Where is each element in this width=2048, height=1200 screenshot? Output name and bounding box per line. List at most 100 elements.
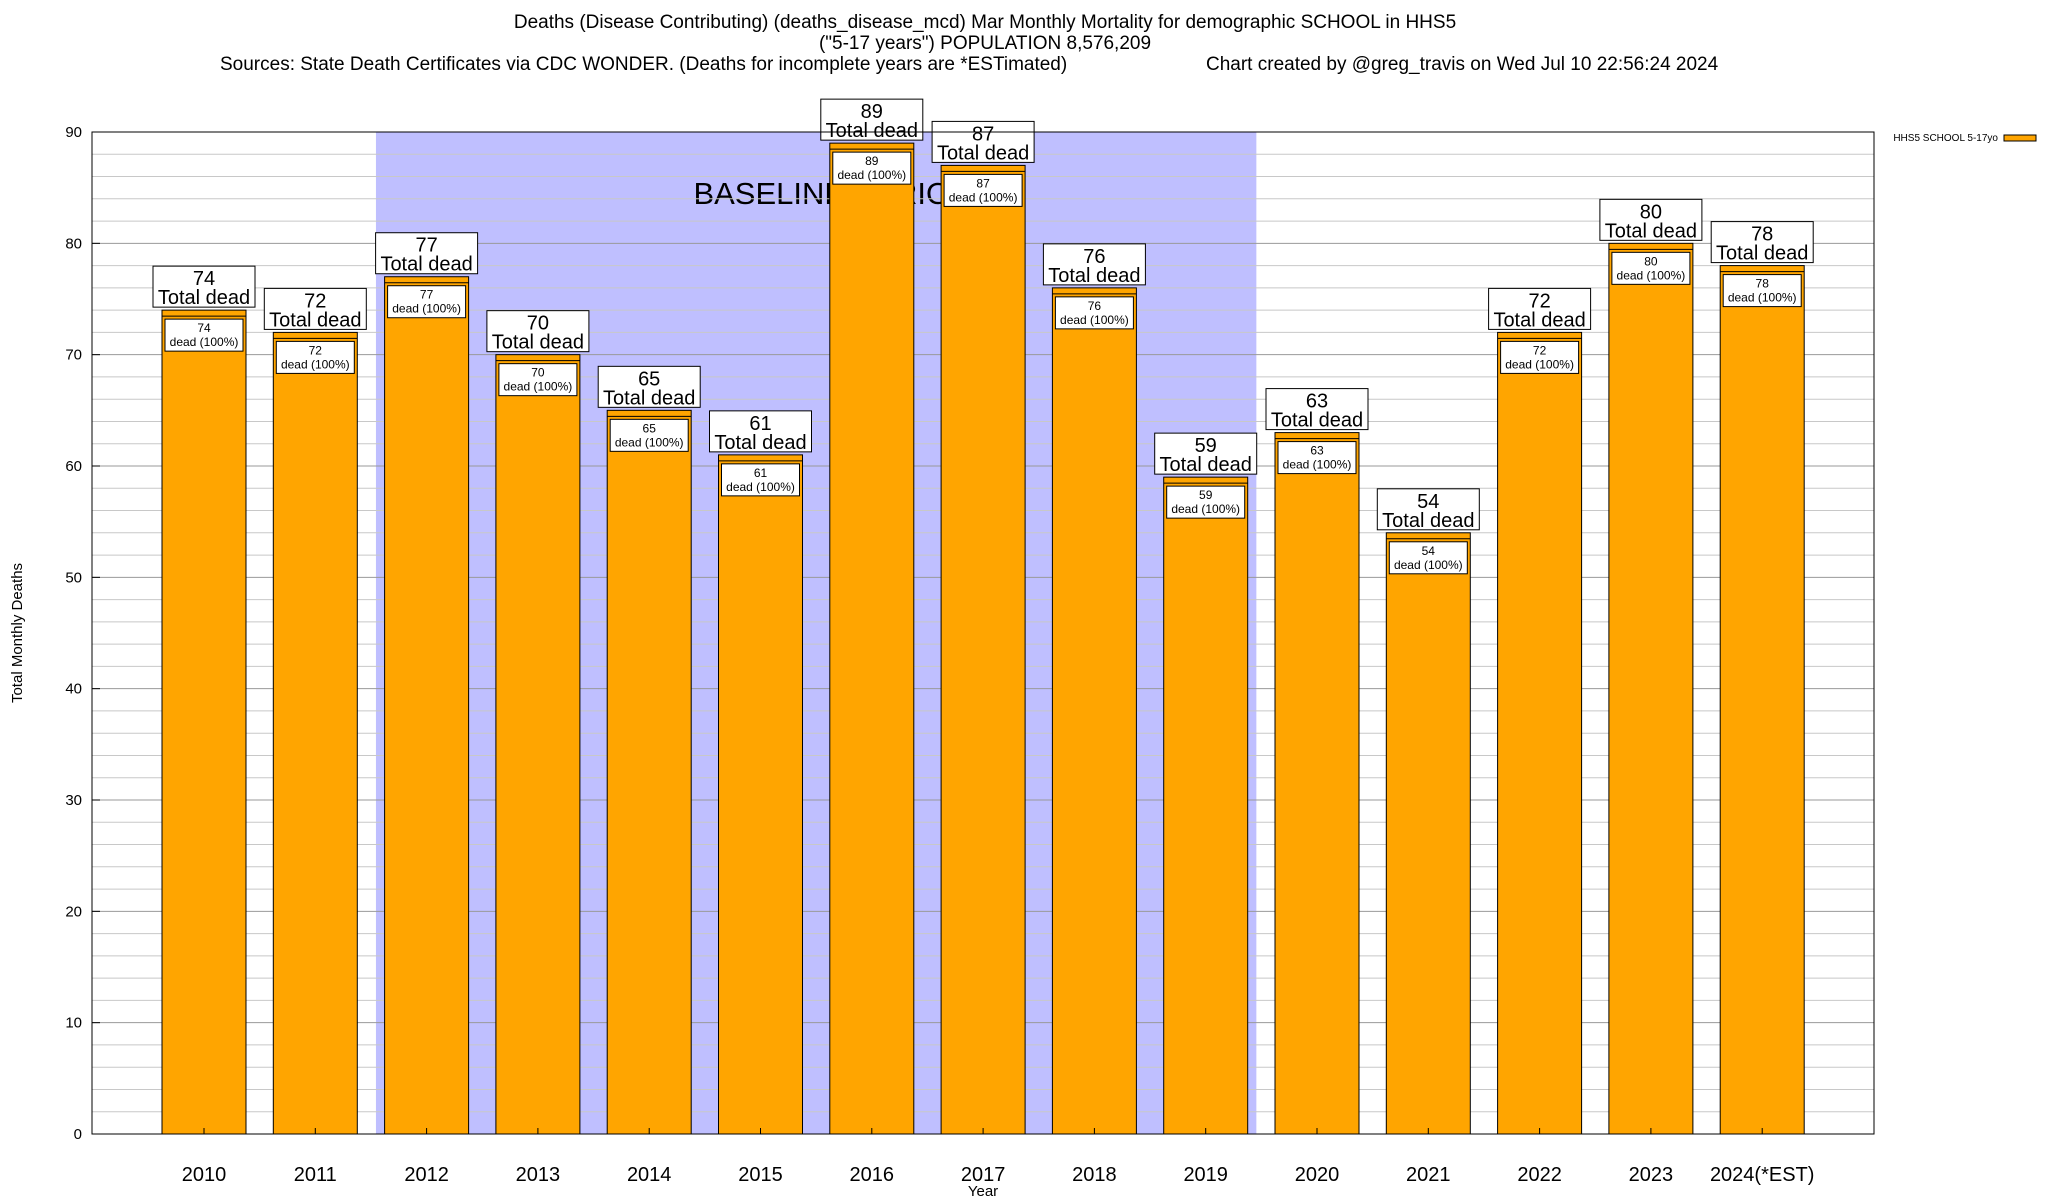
y-tick-label: 30 — [65, 792, 82, 809]
top-label-value: 76 — [1083, 246, 1105, 268]
top-label-box — [486, 310, 590, 353]
y-tick-label: 40 — [65, 681, 82, 698]
top-label-value: 54 — [1417, 491, 1439, 513]
top-label-box — [709, 410, 812, 453]
inner-label-box — [609, 418, 689, 452]
inner-label-text: dead (100%) — [1617, 268, 1686, 282]
inner-label-text: dead (100%) — [281, 357, 350, 371]
bar-2023 — [1608, 242, 1694, 1135]
bar-2012 — [384, 276, 470, 1135]
top-label-text: Total dead — [714, 432, 806, 454]
top-label-box — [375, 232, 479, 275]
x-tick-label: 2019 — [1183, 1164, 1228, 1186]
x-tick-label: 2010 — [182, 1164, 227, 1186]
top-label-text: Total dead — [269, 309, 361, 331]
inner-label-box — [387, 285, 467, 319]
top-label-text: Total dead — [1605, 220, 1697, 242]
top-label-value: 77 — [415, 235, 437, 257]
y-tick-label: 90 — [65, 124, 82, 141]
top-label-text: Total dead — [1382, 510, 1474, 532]
title-line-1: Deaths (Disease Contributing) (deaths_di… — [513, 12, 1457, 33]
top-label-box — [152, 265, 256, 308]
plot-frame — [91, 131, 1875, 1135]
x-tick-label: 2015 — [738, 1164, 783, 1186]
top-label-value: 87 — [972, 123, 994, 145]
top-label-value: 89 — [861, 101, 883, 123]
y-axis-title: Total Monthly Deaths — [9, 563, 26, 703]
x-tick-label: 2014 — [627, 1164, 672, 1186]
top-label-box — [263, 287, 367, 330]
x-tick-label: 2024(*EST) — [1710, 1164, 1815, 1186]
bar-2018 — [1051, 287, 1137, 1135]
top-label-text: Total dead — [1048, 265, 1140, 287]
bar-2014 — [606, 409, 692, 1135]
top-label-box — [1710, 221, 1814, 264]
y-tick-label: 20 — [65, 903, 82, 920]
inner-label-value: 77 — [420, 288, 434, 302]
chart-title: Deaths (Disease Contributing) (deaths_di… — [0, 12, 1970, 54]
inner-label-box — [1722, 274, 1802, 308]
inner-label-value: 78 — [1756, 277, 1770, 291]
top-label-box — [597, 365, 701, 408]
inner-label-text: dead (100%) — [1394, 558, 1463, 572]
top-label-value: 63 — [1306, 391, 1328, 413]
inner-label-box — [498, 363, 578, 397]
inner-label-value: 80 — [1644, 254, 1658, 268]
top-label-value: 70 — [527, 313, 549, 335]
inner-label-text: dead (100%) — [392, 302, 461, 316]
top-label-text: Total dead — [603, 387, 695, 409]
bar-2017 — [940, 164, 1026, 1135]
inner-label-text: dead (100%) — [1060, 313, 1129, 327]
sources-note: Sources: State Death Certificates via CD… — [220, 54, 1068, 75]
x-tick-label: 2016 — [850, 1164, 895, 1186]
inner-label-value: 74 — [197, 321, 211, 335]
chart-credit: Chart created by @greg_travis on Wed Jul… — [1206, 54, 1719, 75]
inner-label-box — [832, 151, 912, 185]
inner-label-value: 61 — [754, 466, 768, 480]
x-tick-label: 2020 — [1295, 1164, 1340, 1186]
top-label-text: Total dead — [1493, 309, 1585, 331]
inner-label-box — [1500, 340, 1580, 374]
inner-label-text: dead (100%) — [1505, 357, 1574, 371]
inner-label-value: 72 — [1533, 343, 1547, 357]
inner-label-text: dead (100%) — [170, 335, 239, 349]
bar-2020 — [1274, 432, 1360, 1135]
top-label-text: Total dead — [492, 332, 584, 354]
x-tick-label: 2013 — [516, 1164, 561, 1186]
x-tick-label: 2022 — [1517, 1164, 1562, 1186]
top-label-text: Total dead — [1716, 243, 1808, 265]
top-label-text: Total dead — [937, 142, 1029, 164]
inner-label-box — [275, 340, 355, 374]
y-tick-label: 50 — [65, 569, 82, 586]
inner-label-box — [1277, 441, 1357, 475]
bar-2022 — [1497, 331, 1583, 1135]
x-tick-label: 2023 — [1629, 1164, 1674, 1186]
top-label-value: 72 — [304, 290, 326, 312]
bar-2021 — [1385, 532, 1471, 1135]
bar-2013 — [495, 354, 581, 1135]
inner-label-value: 89 — [865, 154, 879, 168]
top-label-value: 59 — [1195, 435, 1217, 457]
bar-2016 — [829, 142, 915, 1135]
